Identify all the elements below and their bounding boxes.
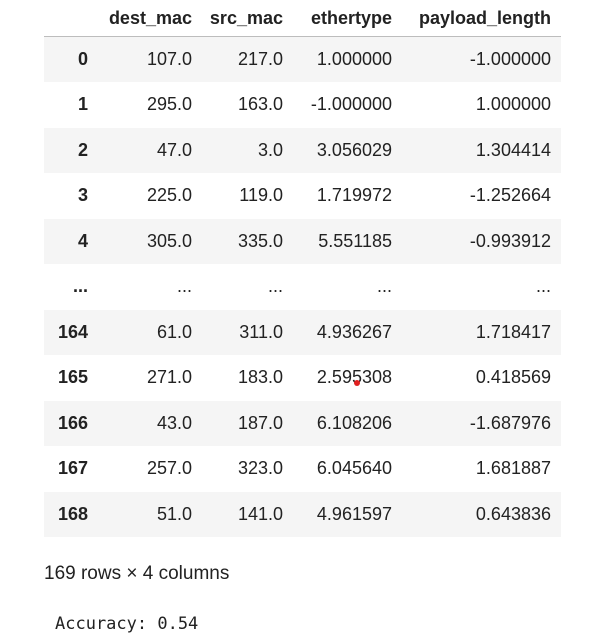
cell-dest-mac: 295.0 [146, 94, 192, 115]
table-row: 167 257.0 323.0 6.045640 1.681887 [44, 446, 561, 492]
table-header-row: dest_mac src_mac ethertype payload_lengt… [44, 0, 561, 37]
cell-src-mac: 163.0 [237, 94, 283, 115]
cell-src-mac: 119.0 [239, 185, 283, 206]
cell-payload-length: 0.643836 [475, 503, 551, 524]
cell-ethertype: -1.000000 [310, 94, 392, 115]
cell-ethertype: 3.056029 [316, 139, 392, 160]
cell-ethertype: ... [376, 276, 392, 297]
row-index: 2 [77, 139, 88, 160]
table-row: 2 47.0 3.0 3.056029 1.304414 [44, 127, 561, 173]
cell-src-mac: 217.0 [237, 49, 283, 69]
cell-src-mac: 323.0 [237, 458, 283, 479]
cell-dest-mac: 43.0 [156, 412, 192, 433]
table-row: 4 305.0 335.0 5.551185 -0.993912 [44, 218, 561, 264]
row-index: 166 [57, 412, 88, 433]
cell-src-mac: 3.0 [257, 139, 283, 160]
cell-ethertype: 1.719972 [316, 185, 392, 206]
dataframe-table: dest_mac src_mac ethertype payload_lengt… [44, 0, 561, 537]
table-row: 0 107.0 217.0 1.000000 -1.000000 [44, 36, 561, 82]
cell-payload-length: 1.718417 [475, 321, 551, 342]
cell-ethertype: 1.000000 [316, 49, 392, 69]
dataframe-output: dest_mac src_mac ethertype payload_lengt… [44, 0, 561, 537]
cell-ethertype: 4.961597 [316, 503, 392, 524]
cell-payload-length: 1.304414 [475, 139, 551, 160]
cell-dest-mac: 257.0 [146, 458, 192, 479]
row-index: 0 [77, 49, 88, 69]
cell-dest-mac: ... [176, 276, 192, 297]
table-row: 168 51.0 141.0 4.961597 0.643836 [44, 491, 561, 537]
accuracy-output: Accuracy: 0.54 [55, 614, 199, 634]
row-index: 3 [77, 185, 88, 206]
table-row: 1 295.0 163.0 -1.000000 1.000000 [44, 82, 561, 128]
column-header-dest-mac: dest_mac [104, 0, 202, 37]
table-row: 3 225.0 119.0 1.719972 -1.252664 [44, 173, 561, 219]
cell-payload-length: 1.681887 [475, 458, 551, 479]
cell-dest-mac: 225.0 [146, 185, 192, 206]
dataframe-shape-summary: 169 rows × 4 columns [44, 563, 230, 584]
cell-payload-length: 0.418569 [475, 367, 551, 388]
cell-ethertype: 6.108206 [316, 412, 392, 433]
table-row: 166 43.0 187.0 6.108206 -1.687976 [44, 400, 561, 446]
cell-src-mac: 335.0 [237, 230, 283, 251]
cell-dest-mac: 47.0 [156, 139, 192, 160]
table-body: 0 107.0 217.0 1.000000 -1.000000 1 295.0… [44, 36, 561, 537]
column-header-src-mac: src_mac [202, 0, 293, 37]
cell-payload-length: -1.252664 [469, 185, 551, 206]
cell-payload-length: -1.000000 [469, 49, 551, 69]
cell-ethertype: 4.936267 [316, 321, 392, 342]
row-index: 164 [57, 321, 88, 342]
cell-ethertype: 5.551185 [318, 230, 392, 251]
row-index: 165 [57, 367, 88, 388]
cell-dest-mac: 107.0 [146, 49, 192, 69]
cell-payload-length: 1.000000 [475, 94, 551, 115]
cell-payload-length: ... [535, 276, 551, 297]
cell-src-mac: 183.0 [237, 367, 283, 388]
cell-dest-mac: 51.0 [156, 503, 192, 524]
cell-ethertype: 2.595308 [316, 367, 392, 388]
cell-src-mac: 311.0 [239, 321, 283, 342]
cell-dest-mac: 61.0 [156, 321, 192, 342]
row-index: 1 [77, 94, 88, 115]
cell-src-mac: 141.0 [237, 503, 283, 524]
mouse-cursor-dot [354, 380, 360, 386]
cell-ethertype: 6.045640 [316, 458, 392, 479]
column-header-ethertype: ethertype [293, 0, 402, 37]
column-header-payload-length: payload_length [402, 0, 561, 37]
table-row: 164 61.0 311.0 4.936267 1.718417 [44, 309, 561, 355]
table-row-ellipsis: ... ... ... ... ... [44, 264, 561, 310]
cell-dest-mac: 305.0 [146, 230, 192, 251]
row-index: 4 [77, 230, 88, 251]
row-index: ... [72, 276, 88, 297]
cell-payload-length: -0.993912 [469, 230, 551, 251]
cell-dest-mac: 271.0 [146, 367, 192, 388]
row-index: 168 [57, 503, 88, 524]
table-row: 165 271.0 183.0 2.595308 0.418569 [44, 355, 561, 401]
cell-src-mac: ... [267, 276, 283, 297]
row-index: 167 [57, 458, 88, 479]
index-header [44, 0, 104, 37]
cell-payload-length: -1.687976 [469, 412, 551, 433]
cell-src-mac: 187.0 [237, 412, 283, 433]
